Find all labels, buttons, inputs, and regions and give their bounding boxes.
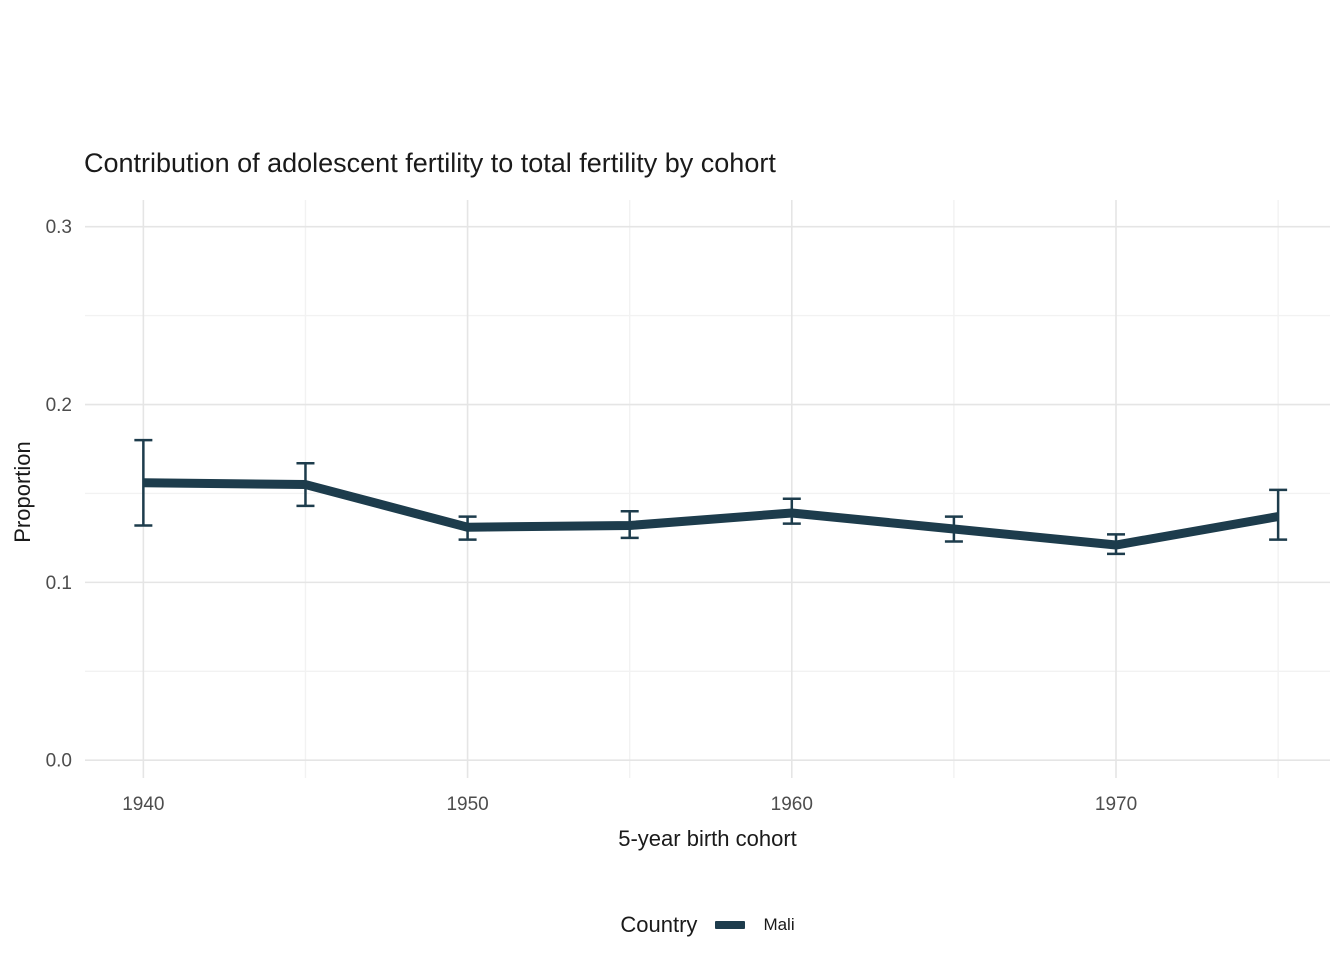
legend-title: Country	[620, 912, 698, 937]
legend-key	[713, 912, 747, 938]
x-tick-label: 1970	[1095, 794, 1137, 815]
x-tick-label: 1960	[771, 794, 813, 815]
y-tick-label: 0.0	[46, 751, 72, 772]
y-tick-label: 0.3	[46, 217, 72, 238]
legend-line-swatch-icon	[715, 921, 746, 929]
y-tick-label: 0.2	[46, 395, 72, 416]
legend: Country Mali	[85, 905, 1330, 945]
legend-series-label: Mali	[763, 915, 795, 934]
chart-title: Contribution of adolescent fertility to …	[84, 148, 776, 178]
x-axis-title: 5-year birth cohort	[618, 826, 797, 851]
x-tick-label: 1940	[122, 794, 164, 815]
y-tick-label: 0.1	[46, 573, 72, 594]
x-tick-label: 1950	[446, 794, 488, 815]
y-axis-title: Proportion	[10, 441, 35, 543]
series-line-mali	[143, 478, 1279, 550]
